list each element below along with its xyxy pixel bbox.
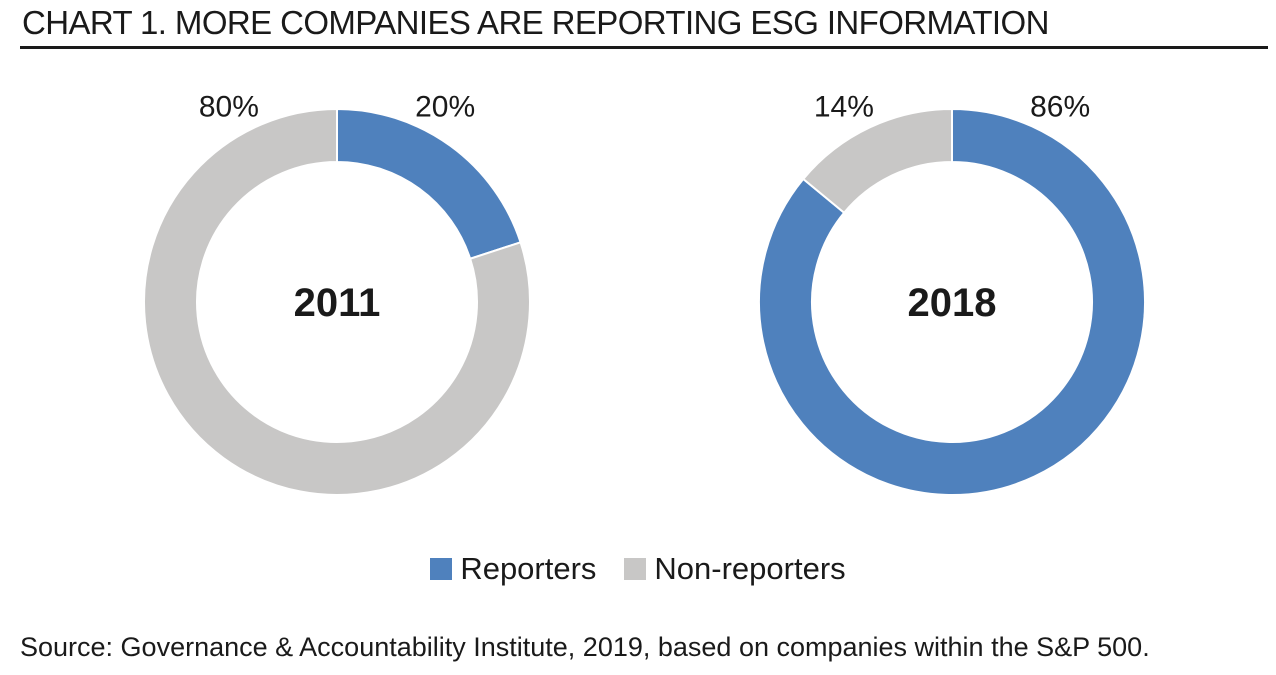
chart-legend: Reporters Non-reporters	[0, 551, 1276, 587]
legend-label-non-reporters: Non-reporters	[654, 551, 846, 586]
legend-item-reporters: Reporters	[430, 551, 596, 587]
legend-swatch-non-reporters	[624, 558, 647, 580]
slice-label-2018-reporters: 86%	[1030, 90, 1090, 123]
legend-label-reporters: Reporters	[460, 551, 597, 586]
title-divider	[20, 46, 1268, 49]
chart-title: CHART 1. MORE COMPANIES ARE REPORTING ES…	[22, 4, 1049, 41]
donut-center-label-2018: 2018	[908, 281, 997, 325]
donut-slice-2011-reporters	[336, 107, 522, 260]
source-note: Source: Governance & Accountability Inst…	[20, 632, 1150, 662]
donut-slice-2018-reporters	[758, 107, 1146, 496]
slice-label-2011-reporters: 20%	[415, 90, 475, 123]
legend-item-non-reporters: Non-reporters	[624, 551, 846, 587]
legend-swatch-reporters	[430, 558, 453, 580]
donut-slice-2011-non-reporters	[143, 107, 531, 496]
slice-label-2018-non-reporters: 14%	[814, 90, 874, 123]
slice-label-2011-non-reporters: 80%	[199, 90, 259, 123]
donut-slice-2018-non-reporters	[801, 107, 953, 215]
donut-center-label-2011: 2011	[294, 281, 381, 325]
